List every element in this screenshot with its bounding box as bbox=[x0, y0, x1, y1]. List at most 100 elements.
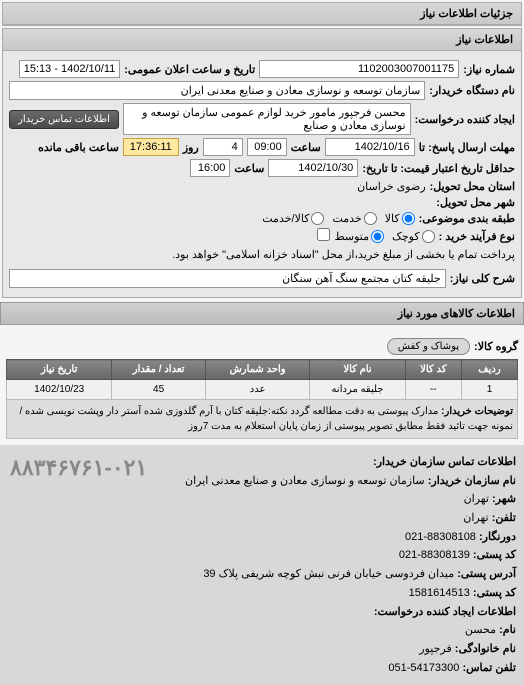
validity-time-field: 16:00 bbox=[190, 159, 230, 177]
radio-both[interactable]: کالا/خدمت bbox=[262, 212, 324, 225]
deadline-time-field: 09:00 bbox=[247, 138, 287, 156]
radio-service[interactable]: خدمت bbox=[332, 212, 376, 225]
announce-field: 1402/10/11 - 15:13 bbox=[19, 60, 121, 78]
cell-date: 1402/10/23 bbox=[7, 380, 112, 400]
deadline-date-field: 1402/10/16 bbox=[325, 138, 415, 156]
radio-small-label: کوچک bbox=[392, 230, 420, 243]
c-fax-label: دورنگار: bbox=[479, 531, 516, 543]
c-tel-label: تلفن تماس: bbox=[462, 662, 516, 674]
group-label: گروه کالا: bbox=[474, 340, 518, 353]
info-panel-title: اطلاعات نیاز bbox=[3, 29, 521, 51]
c-postal-value: 88308139-021 bbox=[399, 549, 470, 561]
cell-unit: عدد bbox=[205, 380, 310, 400]
validity-label: حداقل تاریخ اعتبار قیمت: تا تاریخ: bbox=[362, 162, 515, 175]
fax-line: دورنگار: 88308108-021 bbox=[8, 528, 516, 547]
note-label: توضیحات خریدار: bbox=[441, 406, 513, 417]
radio-both-input[interactable] bbox=[311, 212, 324, 225]
c-zip-label: کد پستی: bbox=[473, 587, 516, 599]
group-chip: پوشاک و کفش bbox=[387, 338, 470, 355]
province-value: رضوی خراسان bbox=[357, 180, 426, 193]
col-name: نام کالا bbox=[310, 360, 405, 380]
request-no-label: شماره نیاز: bbox=[463, 63, 515, 76]
c-postal-label: کد پستی: bbox=[473, 549, 516, 561]
radio-medium-label: متوسط bbox=[334, 230, 369, 243]
postal-line: کد پستی: 88308139-021 bbox=[8, 546, 516, 565]
req-creator-title: اطلاعات ایجاد کننده درخواست: bbox=[8, 603, 516, 622]
c-city-value: تهران bbox=[464, 493, 489, 505]
cell-name: جلیقه مردانه bbox=[310, 380, 405, 400]
table-row: 1 -- جلیقه مردانه عدد 45 1402/10/23 bbox=[7, 380, 518, 400]
need-details-panel: جزئیات اطلاعات نیاز bbox=[2, 2, 522, 26]
phone-line: تلفن: تهران bbox=[8, 509, 516, 528]
items-section-title: اطلاعات کالاهای مورد نیاز bbox=[0, 302, 524, 325]
city-line: شهر: تهران bbox=[8, 490, 516, 509]
purchase-type-label: نوع فرآیند خرید : bbox=[439, 230, 515, 243]
items-body: گروه کالا: پوشاک و کفش ردیف کد کالا نام … bbox=[0, 329, 524, 445]
org-label: نام سازمان خریدار: bbox=[428, 475, 516, 487]
c-name-value: محسن bbox=[465, 624, 496, 636]
radio-service-label: خدمت bbox=[332, 212, 361, 225]
city-label: شهر محل تحویل: bbox=[436, 196, 515, 209]
name-line: نام: محسن bbox=[8, 621, 516, 640]
radio-both-label: کالا/خدمت bbox=[262, 212, 309, 225]
col-row: ردیف bbox=[461, 360, 517, 380]
buyer-field: سازمان توسعه و نوسازی معادن و صنایع معدن… bbox=[9, 81, 425, 100]
cell-code: -- bbox=[405, 380, 461, 400]
deadline-label: مهلت ارسال پاسخ: تا bbox=[419, 141, 515, 154]
desc-label: شرح کلی نیاز: bbox=[450, 272, 515, 285]
radio-medium[interactable]: متوسط bbox=[334, 230, 384, 243]
c-phone-label: تلفن: bbox=[492, 512, 516, 524]
note-row: توضیحات خریدار: مدارک پیوستی به دقت مطال… bbox=[7, 400, 518, 439]
radio-goods[interactable]: کالا bbox=[385, 212, 415, 225]
contact-buyer-button[interactable]: اطلاعات تماس خریدار bbox=[9, 110, 119, 129]
radio-goods-input[interactable] bbox=[402, 212, 415, 225]
col-unit: واحد شمارش bbox=[205, 360, 310, 380]
c-tel-value: 54173300-051 bbox=[388, 662, 459, 674]
payment-checkbox[interactable] bbox=[317, 228, 330, 244]
c-phone-value: تهران bbox=[463, 512, 488, 524]
creator-label: ایجاد کننده درخواست: bbox=[415, 113, 515, 126]
province-label: استان محل تحویل: bbox=[430, 180, 515, 193]
desc-field: جلیقه کتان مجتمع سنگ آهن سنگان bbox=[9, 269, 446, 288]
request-no-field: 1102003007001175 bbox=[259, 60, 459, 78]
col-qty: تعداد / مقدار bbox=[112, 360, 205, 380]
buyer-label: نام دستگاه خریدار: bbox=[429, 84, 515, 97]
col-code: کد کالا bbox=[405, 360, 461, 380]
radio-service-input[interactable] bbox=[364, 212, 377, 225]
purchase-type-group: کوچک متوسط bbox=[334, 230, 434, 243]
zip-line: کد پستی: 1581614513 bbox=[8, 584, 516, 603]
c-name-label: نام: bbox=[499, 624, 516, 636]
remaining-label: ساعت باقی مانده bbox=[38, 141, 119, 154]
c-fax-value: 88308108-021 bbox=[405, 531, 476, 543]
table-header-row: ردیف کد کالا نام کالا واحد شمارش تعداد /… bbox=[7, 360, 518, 380]
org-value: سازمان توسعه و نوسازی معادن و صنایع معدن… bbox=[185, 475, 425, 487]
cell-qty: 45 bbox=[112, 380, 205, 400]
note-text: مدارک پیوستی به دقت مطالعه گردد نکته:جلی… bbox=[19, 406, 513, 432]
cell-row: 1 bbox=[461, 380, 517, 400]
note-cell: توضیحات خریدار: مدارک پیوستی به دقت مطال… bbox=[7, 400, 518, 439]
radio-medium-input[interactable] bbox=[371, 230, 384, 243]
radio-goods-label: کالا bbox=[385, 212, 400, 225]
radio-small-input[interactable] bbox=[422, 230, 435, 243]
validity-date-field: 1402/10/30 bbox=[268, 159, 358, 177]
tel-line: تلفن تماس: 54173300-051 bbox=[8, 659, 516, 678]
c-address-label: آدرس پستی: bbox=[457, 568, 516, 580]
contact-panel: ۸۸۳۴۶۷۶۱-۰۲۱ اطلاعات تماس سازمان خریدار:… bbox=[0, 445, 524, 685]
classify-radio-group: کالا خدمت کالا/خدمت bbox=[262, 212, 414, 225]
payment-note: پرداخت تمام یا بخشی از مبلغ خرید،از محل … bbox=[172, 248, 515, 261]
announce-label: تاریخ و ساعت اعلان عمومی: bbox=[124, 63, 255, 76]
panel-title: جزئیات اطلاعات نیاز bbox=[3, 3, 521, 25]
address-line: آدرس پستی: میدان فردوسی خیابان فرنی نبش … bbox=[8, 565, 516, 584]
c-city-label: شهر: bbox=[492, 493, 516, 505]
radio-small[interactable]: کوچک bbox=[392, 230, 435, 243]
c-family-label: نام خانوادگی: bbox=[455, 643, 516, 655]
col-date: تاریخ نیاز bbox=[7, 360, 112, 380]
c-family-value: فرجپور bbox=[419, 643, 451, 655]
items-table: ردیف کد کالا نام کالا واحد شمارش تعداد /… bbox=[6, 359, 518, 439]
time-label-1: ساعت bbox=[291, 141, 321, 154]
remaining-days-field: 4 bbox=[203, 138, 243, 156]
countdown-timer: 17:36:11 bbox=[123, 138, 179, 156]
payment-checkbox-input[interactable] bbox=[317, 228, 330, 241]
c-address-value: میدان فردوسی خیابان فرنی نبش کوچه شریفی … bbox=[203, 568, 454, 580]
big-phone: ۸۸۳۴۶۷۶۱-۰۲۱ bbox=[10, 449, 147, 486]
